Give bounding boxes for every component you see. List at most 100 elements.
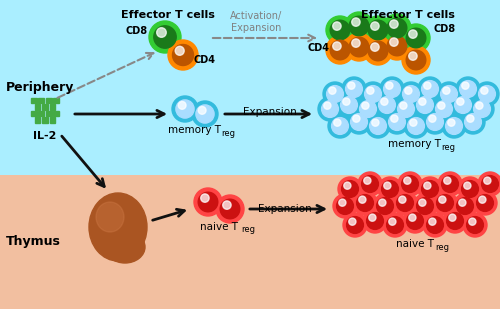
Circle shape <box>469 218 476 225</box>
Circle shape <box>379 199 386 206</box>
Circle shape <box>446 213 464 229</box>
Circle shape <box>369 214 376 221</box>
Bar <box>0 175 500 309</box>
Circle shape <box>422 180 438 197</box>
Circle shape <box>398 172 422 196</box>
Circle shape <box>198 107 206 114</box>
Circle shape <box>476 102 483 109</box>
Circle shape <box>366 114 390 138</box>
Circle shape <box>363 209 387 233</box>
Circle shape <box>329 87 336 94</box>
Circle shape <box>458 177 482 201</box>
Circle shape <box>462 82 469 89</box>
Circle shape <box>402 176 418 193</box>
Circle shape <box>386 217 404 233</box>
Circle shape <box>422 81 438 97</box>
Circle shape <box>463 213 487 237</box>
Text: CD8: CD8 <box>434 24 456 34</box>
Text: CD4: CD4 <box>308 43 330 53</box>
Circle shape <box>322 101 338 117</box>
Circle shape <box>336 197 353 214</box>
Circle shape <box>172 96 198 122</box>
Circle shape <box>404 114 428 138</box>
Circle shape <box>439 196 446 203</box>
Circle shape <box>382 180 398 197</box>
Circle shape <box>345 12 373 40</box>
Circle shape <box>386 82 393 89</box>
Circle shape <box>359 196 366 203</box>
Circle shape <box>216 195 244 223</box>
Circle shape <box>481 87 488 94</box>
Circle shape <box>403 209 427 233</box>
Text: reg: reg <box>441 142 455 151</box>
Circle shape <box>457 98 464 105</box>
Circle shape <box>192 101 218 127</box>
Circle shape <box>437 82 461 106</box>
Circle shape <box>343 213 367 237</box>
Circle shape <box>387 18 407 38</box>
Circle shape <box>358 172 382 196</box>
Circle shape <box>175 46 184 55</box>
Circle shape <box>330 40 350 60</box>
Circle shape <box>418 77 442 101</box>
Circle shape <box>406 213 424 229</box>
Circle shape <box>394 97 418 121</box>
Circle shape <box>356 195 374 211</box>
Circle shape <box>326 36 354 64</box>
Circle shape <box>383 213 407 237</box>
Circle shape <box>473 191 497 215</box>
Circle shape <box>196 105 214 123</box>
Circle shape <box>389 218 396 225</box>
Circle shape <box>399 82 423 106</box>
Circle shape <box>348 82 355 89</box>
Circle shape <box>337 93 361 117</box>
Circle shape <box>484 177 491 184</box>
Circle shape <box>390 38 398 46</box>
Circle shape <box>438 102 445 109</box>
Circle shape <box>368 41 388 61</box>
Text: IL-2: IL-2 <box>34 131 56 141</box>
Circle shape <box>349 16 369 36</box>
Text: Effector T cells: Effector T cells <box>121 10 215 20</box>
Circle shape <box>426 217 444 233</box>
Circle shape <box>406 50 426 70</box>
Circle shape <box>442 176 458 193</box>
Circle shape <box>387 36 407 56</box>
Circle shape <box>405 87 412 94</box>
Circle shape <box>356 97 380 121</box>
Text: reg: reg <box>221 129 235 138</box>
Text: naive T: naive T <box>396 239 434 249</box>
Circle shape <box>470 97 494 121</box>
Circle shape <box>436 195 454 211</box>
Circle shape <box>323 82 347 106</box>
Circle shape <box>339 199 346 206</box>
Circle shape <box>384 182 391 189</box>
Text: naive T: naive T <box>200 222 238 232</box>
Circle shape <box>424 82 431 89</box>
Circle shape <box>381 98 388 105</box>
Circle shape <box>443 209 467 233</box>
Circle shape <box>402 46 430 74</box>
Circle shape <box>172 44 194 66</box>
Circle shape <box>478 172 500 196</box>
Ellipse shape <box>105 231 145 263</box>
Circle shape <box>168 40 198 70</box>
Circle shape <box>156 28 166 37</box>
Circle shape <box>399 196 406 203</box>
Circle shape <box>413 93 437 117</box>
Circle shape <box>429 218 436 225</box>
Circle shape <box>402 86 419 102</box>
Circle shape <box>332 22 341 30</box>
Ellipse shape <box>89 193 147 261</box>
Circle shape <box>419 199 426 206</box>
Circle shape <box>318 97 342 121</box>
Circle shape <box>464 182 471 189</box>
Circle shape <box>376 197 394 214</box>
Circle shape <box>440 86 458 102</box>
Circle shape <box>404 177 411 184</box>
Circle shape <box>466 217 483 233</box>
Circle shape <box>366 213 384 229</box>
Text: reg: reg <box>435 243 449 252</box>
Circle shape <box>460 81 476 97</box>
Circle shape <box>345 33 373 61</box>
